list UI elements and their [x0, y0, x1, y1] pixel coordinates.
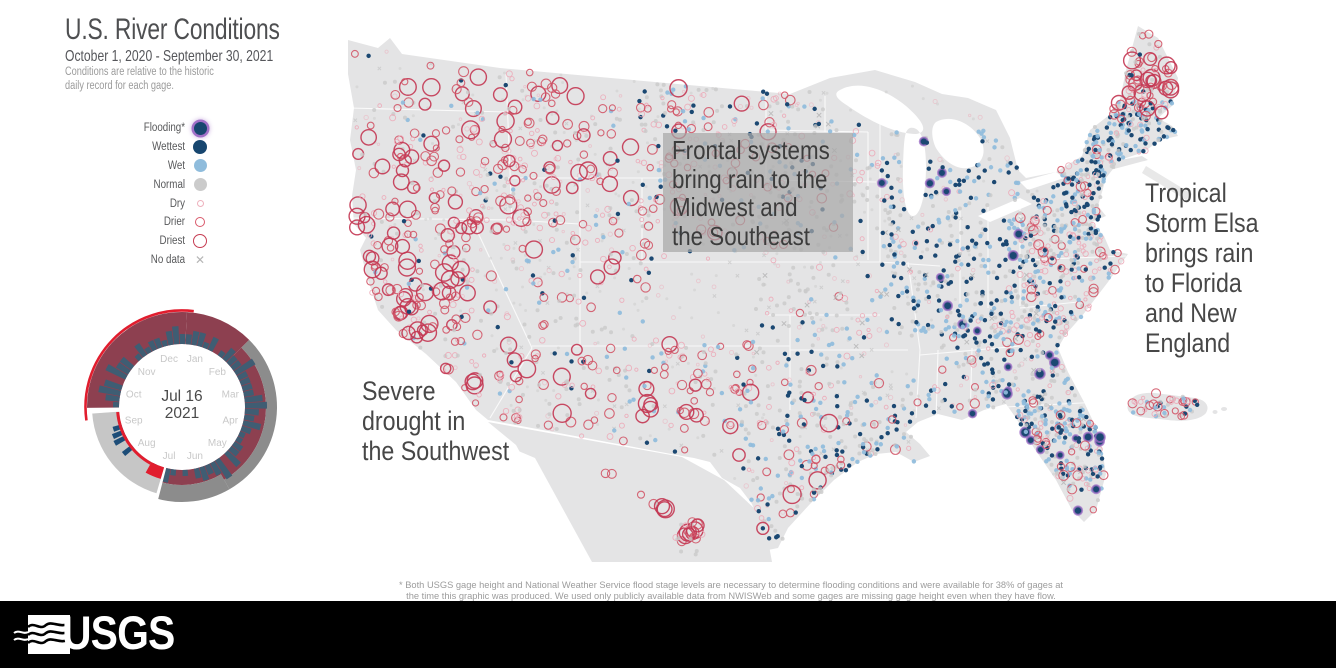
legend-label: Dry: [169, 197, 186, 210]
annotation-line: and New: [1145, 298, 1237, 328]
conditions-note-line2: daily record for each gage.: [65, 79, 174, 92]
annotation-line: Frontal systems: [672, 135, 830, 165]
month-label: Sep: [125, 415, 143, 426]
footnote-line1: * Both USGS gage height and National Wea…: [399, 580, 1063, 590]
legend-item-driest: Driest: [60, 232, 210, 251]
annotation-severe-drought: Severe drought in the Southwest: [362, 376, 533, 466]
annotation-line: Severe: [362, 376, 436, 406]
legend-label: No data: [150, 253, 186, 266]
usgs-logo-text: USGS: [62, 606, 175, 659]
legend: Flooding* Wettest Wet Normal Dry Drier Driest N…: [60, 119, 210, 269]
annotation-line: drought in: [362, 406, 466, 436]
legend-item-dry: Dry: [60, 194, 210, 213]
month-label: Jun: [187, 451, 203, 462]
legend-label: Wettest: [152, 141, 186, 154]
month-label: Jan: [187, 354, 203, 365]
month-label: Oct: [126, 390, 142, 401]
legend-label: Normal: [153, 178, 186, 191]
gage-dots-layer: [348, 29, 1200, 557]
calendar-current-date: Jul 16 2021: [77, 388, 287, 422]
legend-item-nodata: No data ✕: [60, 251, 210, 270]
calendar-year: 2021: [164, 405, 200, 422]
legend-item-drier: Drier: [60, 213, 210, 232]
driest-symbol-icon: [191, 232, 209, 250]
annotation-line: Storm Elsa: [1145, 208, 1259, 238]
annotation-line: Tropical: [1145, 178, 1227, 208]
usgs-wave-logo-icon: [13, 615, 71, 654]
annotation-line: brings rain: [1145, 238, 1254, 268]
annotation-drought-text: Severe drought in the Southwest: [362, 376, 509, 466]
annotation-line: Midwest and: [672, 192, 798, 222]
normal-symbol-icon: [191, 176, 209, 194]
legend-item-wet: Wet: [60, 157, 210, 176]
annotation-line: the Southwest: [362, 436, 510, 466]
us-river-conditions-map: [320, 10, 1240, 566]
annotation-elsa-text: Tropical Storm Elsa brings rain to Florida a…: [1145, 178, 1259, 358]
annotation-line: bring rain to the: [672, 163, 828, 194]
month-label: Apr: [223, 415, 239, 426]
date-range: October 1, 2020 - September 30, 2021: [65, 48, 274, 65]
flooding-symbol-icon: [191, 119, 209, 137]
month-label: Feb: [209, 367, 227, 378]
month-label: Mar: [222, 390, 240, 401]
annotation-line: the Southeast: [672, 220, 811, 251]
legend-label: Flooding*: [143, 122, 186, 135]
annotation-line: England: [1145, 328, 1231, 358]
page-title: U.S. River Conditions: [65, 13, 280, 46]
legend-label: Drier: [163, 216, 186, 229]
legend-item-flooding: Flooding*: [60, 119, 210, 138]
nodata-symbol-icon: ✕: [194, 252, 206, 267]
legend-item-wettest: Wettest: [60, 138, 210, 157]
legend-item-normal: Normal: [60, 175, 210, 194]
wettest-symbol-icon: [191, 138, 209, 156]
conditions-note: Conditions are relative to the historic …: [65, 66, 214, 93]
annotation-frontal-text: Frontal systems bring rain to the Midwest …: [672, 135, 830, 251]
month-label: Aug: [138, 438, 156, 449]
footnote-line2: the time this graphic was produced. We u…: [406, 590, 1056, 601]
annotation-line: to Florida: [1145, 268, 1242, 298]
calendar-ring-chart: Jan Feb Mar Apr May Jun Jul Aug Sep Oct Nov Dec: [77, 302, 287, 512]
legend-label: Driest: [159, 235, 186, 248]
month-label: Nov: [138, 367, 156, 378]
dry-symbol-icon: [191, 195, 209, 213]
annotation-frontal-systems: Frontal systems bring rain to the Midwest …: [663, 133, 853, 252]
legend-label: Wet: [167, 159, 186, 172]
flooding-footnote: * Both USGS gage height and National Wea…: [331, 580, 1131, 601]
month-label: Dec: [160, 354, 178, 365]
month-label: May: [208, 438, 227, 449]
drier-symbol-icon: [191, 213, 209, 231]
calendar-date: Jul 16: [161, 388, 203, 405]
annotation-tropical-storm-elsa: Tropical Storm Elsa brings rain to Florida a…: [1145, 178, 1277, 358]
usgs-footer-bar: USGS: [0, 601, 1336, 668]
month-label: Jul: [163, 451, 176, 462]
conditions-note-line1: Conditions are relative to the historic: [65, 66, 214, 78]
wet-symbol-icon: [191, 157, 209, 175]
